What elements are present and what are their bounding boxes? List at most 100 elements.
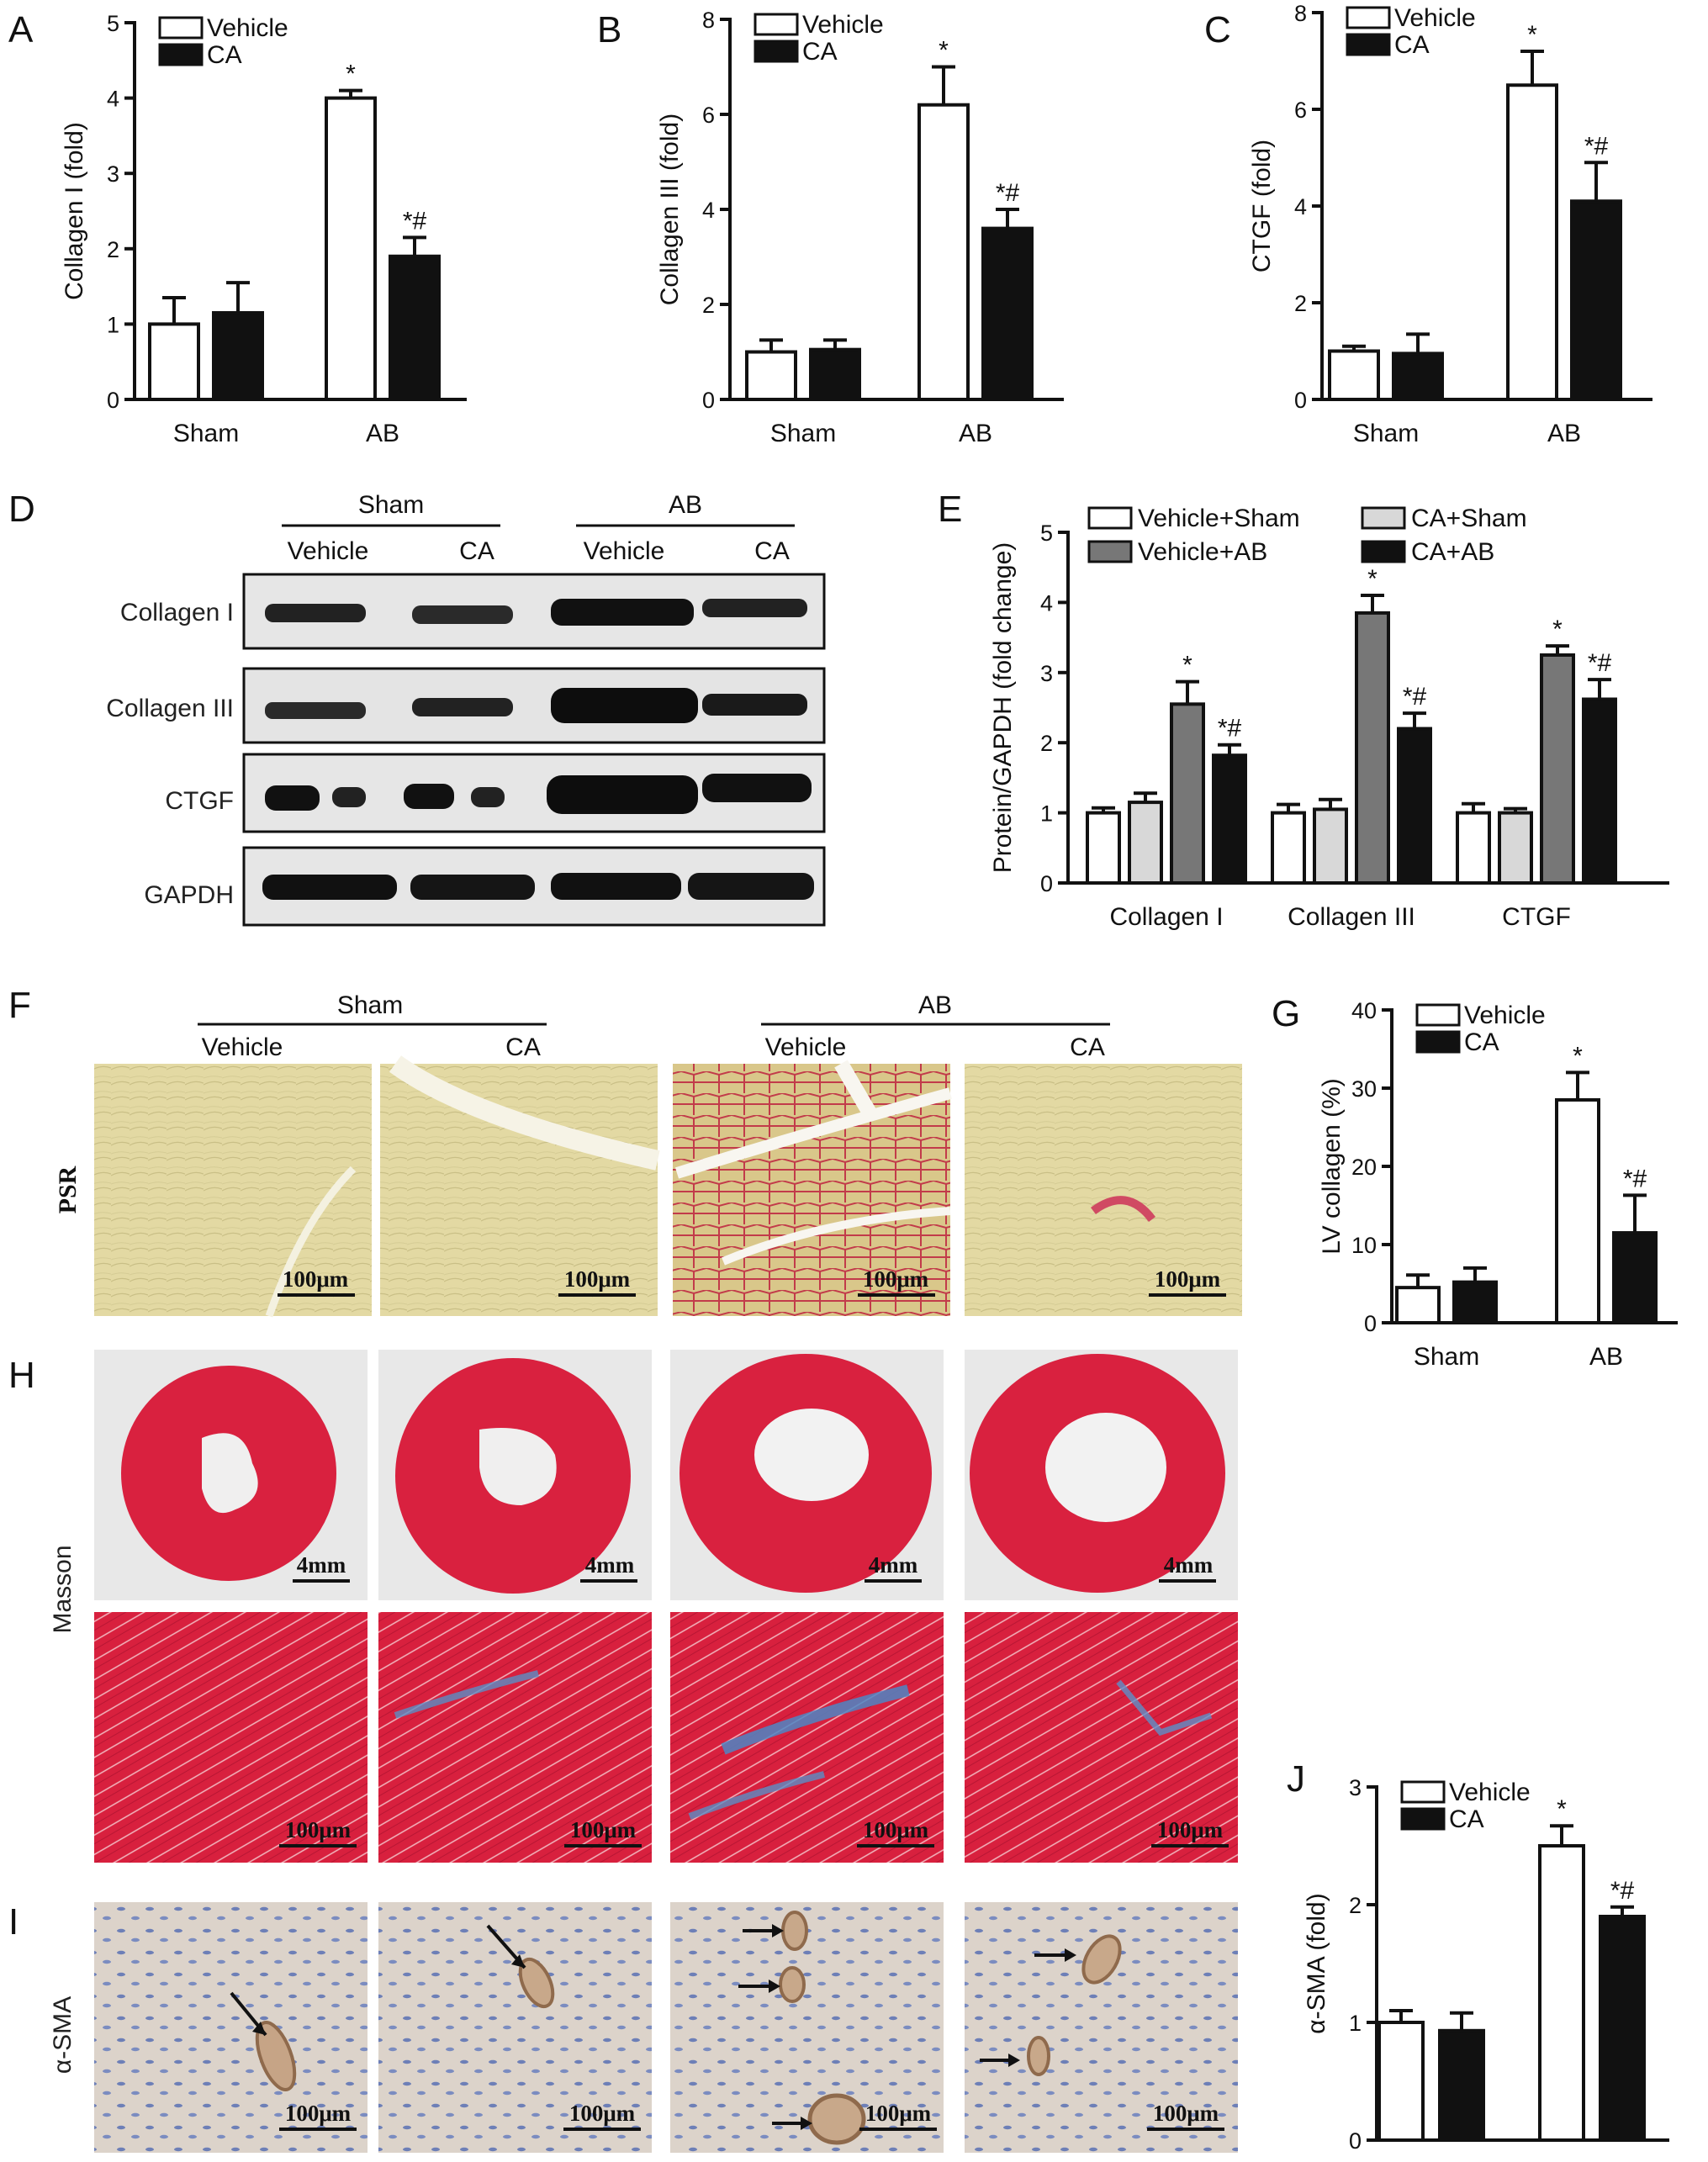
significance-b-s0-c1: * xyxy=(939,37,949,65)
x-tick-label-b-1: AB xyxy=(959,420,992,447)
wb-lane-4: CA xyxy=(754,537,790,565)
masson-scalebar-bottom-3: 100μm xyxy=(863,1817,929,1842)
masson-panel: Masson 4mm 4mm 4mm 4mm 100μm 100μm 100 xyxy=(49,1350,1238,1863)
sma-scalebar-2: 100μm xyxy=(569,2101,636,2126)
x-tick-label-g-0: Sham xyxy=(1414,1343,1479,1371)
bar-e-s0-c2 xyxy=(1456,811,1491,885)
masson-scalebar-bottom-2: 100μm xyxy=(570,1817,637,1842)
y-tick-label-g-0: 0 xyxy=(1364,1311,1377,1336)
x-tick-label-g-1: AB xyxy=(1589,1343,1623,1371)
y-tick-label-c-2: 4 xyxy=(1294,194,1307,219)
masson-scalebar-top-2: 4mm xyxy=(585,1552,635,1578)
y-axis-label-e: Protein/GAPDH (fold change) xyxy=(989,542,1017,874)
significance-a-s0-c1: * xyxy=(346,61,356,88)
y-tick-label-g-4: 40 xyxy=(1351,998,1377,1023)
bar-e-s0-c0 xyxy=(1086,811,1121,885)
legend-swatch-j-0 xyxy=(1400,1780,1446,1804)
significance-b-s1-c1: *# xyxy=(996,179,1020,207)
wb-lane-3: Vehicle xyxy=(584,537,665,565)
y-tick-label-c-1: 2 xyxy=(1294,291,1307,316)
legend-label-j-1: CA xyxy=(1449,1805,1484,1833)
x-tick-label-c-1: AB xyxy=(1547,420,1581,447)
western-blot-panel: Sham AB Vehicle CA Vehicle CA Collagen I… xyxy=(106,491,826,927)
y-tick-label-a-0: 0 xyxy=(107,388,119,413)
masson-scalebar-top-3: 4mm xyxy=(869,1552,918,1578)
y-tick-label-a-3: 3 xyxy=(107,161,119,187)
bar-e-s3-c1 xyxy=(1397,727,1432,885)
y-tick-label-b-4: 8 xyxy=(702,8,715,33)
bar-g-s1-c1 xyxy=(1612,1231,1658,1325)
bar-b-s0-c0 xyxy=(745,350,797,401)
legend-label-e-3: CA+AB xyxy=(1411,538,1494,566)
legend-label-g-0: Vehicle xyxy=(1464,1002,1546,1029)
x-tick-label-j-0: Sham xyxy=(1399,2160,1464,2162)
x-tick-label-e-0: Collagen I xyxy=(1109,903,1223,931)
psr-panel: Sham AB Vehicle CA Vehicle CA PSR 100μm … xyxy=(54,991,1242,1318)
bar-e-s1-c1 xyxy=(1313,807,1348,885)
bar-a-s0-c1 xyxy=(325,96,377,401)
legend-swatch-g-1 xyxy=(1415,1030,1461,1054)
sma-ihc-panel: α-SMA 100μm 100μm 100μm 100μm xyxy=(49,1902,1238,2153)
psr-lane-4: CA xyxy=(1070,1033,1105,1061)
masson-scalebar-bottom-4: 100μm xyxy=(1157,1817,1224,1842)
y-tick-label-j-2: 2 xyxy=(1349,1893,1362,1918)
bar-e-s1-c2 xyxy=(1498,811,1533,885)
panel-letter-g: G xyxy=(1272,993,1300,1034)
legend-label-c-1: CA xyxy=(1394,31,1430,59)
legend-swatch-b-0 xyxy=(754,13,799,36)
y-tick-label-e-1: 1 xyxy=(1040,801,1053,827)
wb-lane-2: CA xyxy=(459,537,494,565)
y-tick-label-g-1: 10 xyxy=(1351,1233,1377,1258)
legend-swatch-j-1 xyxy=(1400,1807,1446,1831)
legend-label-j-0: Vehicle xyxy=(1449,1779,1531,1806)
bar-g-s0-c1 xyxy=(1555,1097,1600,1324)
bar-a-s0-c0 xyxy=(148,322,200,401)
y-tick-label-e-2: 2 xyxy=(1040,731,1053,756)
psr-scalebar-4: 100μm xyxy=(1155,1266,1221,1292)
wb-row-ctgf: CTGF xyxy=(165,787,234,815)
chart-collagen-i: 0 1 2 3 4 5 Collagen I (fold) Sham AB * *# VehicleC… xyxy=(61,11,467,447)
legend-swatch-a-0 xyxy=(158,16,204,40)
bar-j-s0-c0 xyxy=(1378,2021,1425,2142)
wb-group-sham: Sham xyxy=(358,491,424,519)
significance-e-s2-c1: * xyxy=(1367,565,1378,593)
bar-c-s0-c0 xyxy=(1328,349,1380,401)
x-tick-label-e-2: CTGF xyxy=(1502,903,1571,931)
psr-lane-1: Vehicle xyxy=(202,1033,283,1061)
significance-g-s1-c1: *# xyxy=(1623,1165,1647,1192)
bar-e-s3-c0 xyxy=(1212,753,1247,885)
legend-swatch-c-1 xyxy=(1346,33,1391,56)
sma-scalebar-4: 100μm xyxy=(1153,2101,1219,2126)
significance-c-s0-c1: * xyxy=(1527,21,1537,49)
legend-swatch-g-0 xyxy=(1415,1003,1461,1027)
wb-row-collagen-i: Collagen I xyxy=(120,599,234,626)
bar-j-s1-c1 xyxy=(1599,1915,1646,2142)
psr-scalebar-1: 100μm xyxy=(283,1266,349,1292)
legend-label-g-1: CA xyxy=(1464,1028,1499,1056)
bar-b-s1-c0 xyxy=(809,347,861,401)
significance-j-s0-c1: * xyxy=(1557,1795,1567,1823)
y-tick-label-j-1: 1 xyxy=(1349,2011,1362,2036)
bar-e-s1-c0 xyxy=(1128,801,1163,885)
y-axis-label-a: Collagen I (fold) xyxy=(61,122,88,300)
x-tick-label-c-0: Sham xyxy=(1353,420,1419,447)
legend-swatch-e-1 xyxy=(1361,506,1406,530)
legend-label-c-0: Vehicle xyxy=(1394,4,1476,32)
psr-group-ab: AB xyxy=(918,991,952,1019)
significance-e-s3-c1: *# xyxy=(1403,683,1427,711)
bar-b-s1-c1 xyxy=(981,226,1034,401)
bar-j-s1-c0 xyxy=(1438,2028,1485,2143)
y-tick-label-b-3: 6 xyxy=(702,103,715,128)
y-tick-label-e-3: 3 xyxy=(1040,661,1053,686)
bar-g-s1-c0 xyxy=(1452,1280,1498,1325)
chart-collagen-iii: 0 2 4 6 8 Collagen III (fold) Sham AB * *# Vehicle… xyxy=(656,8,1064,447)
y-tick-label-b-0: 0 xyxy=(702,388,715,413)
bar-e-s2-c2 xyxy=(1540,653,1575,885)
y-tick-label-b-2: 4 xyxy=(702,198,715,223)
y-tick-label-b-1: 2 xyxy=(702,293,715,318)
panel-letter-h: H xyxy=(8,1355,35,1396)
bar-j-s0-c1 xyxy=(1538,1844,1585,2142)
panel-letter-b: B xyxy=(597,9,621,50)
legend-label-e-2: Vehicle+AB xyxy=(1138,538,1267,566)
y-axis-label-c: CTGF (fold) xyxy=(1248,140,1276,272)
